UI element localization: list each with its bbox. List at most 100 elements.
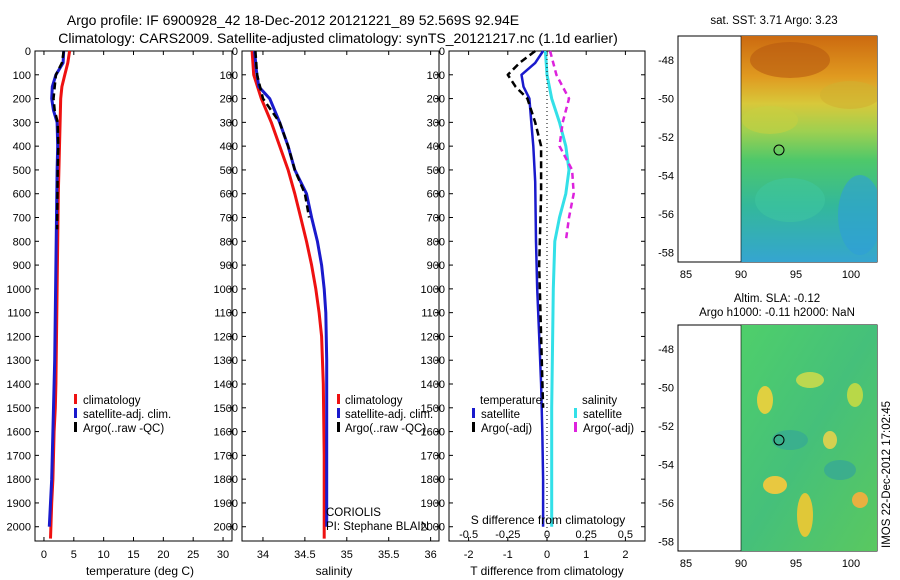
map-lat-label: -50 xyxy=(658,94,674,106)
depth-tick-label: 1600 xyxy=(7,427,31,439)
title-line-1: Argo profile: IF 6900928_42 18-Dec-2012 … xyxy=(67,12,519,28)
depth-tick-label: 2000 xyxy=(421,522,445,534)
legend-swatch-sal-satellite xyxy=(574,408,577,418)
legend-label-argo: Argo(..raw -QC) xyxy=(345,423,426,435)
legend-label-climatology: climatology xyxy=(345,395,403,407)
axis-ticks: 0100200300400500600700800900100011001200… xyxy=(7,46,861,570)
series-line-argo-raw-qc- xyxy=(254,50,311,218)
x-tick-label: -1 xyxy=(503,549,513,561)
map-lat-label: -56 xyxy=(658,209,674,221)
depth-tick-label: 1300 xyxy=(214,355,238,367)
series-line-argo-raw-qc- xyxy=(52,50,65,230)
legend-swatch-climatology xyxy=(337,394,340,404)
legend-temp-title: temperature xyxy=(480,395,542,407)
s-diff-tick-label: 0.25 xyxy=(575,529,596,541)
s-diff-tick-label: 0.5 xyxy=(618,529,633,541)
depth-tick-label: 600 xyxy=(427,189,445,201)
depth-tick-label: 1800 xyxy=(7,474,31,486)
legend-label-temp-satellite: satellite xyxy=(481,409,520,421)
data-centre-note: CORIOLIS xyxy=(326,507,381,519)
depth-tick-label: 800 xyxy=(427,236,445,248)
depth-tick-label: 300 xyxy=(13,117,31,129)
s-diff-tick-label: -0.25 xyxy=(495,529,520,541)
depth-tick-label: 400 xyxy=(220,141,238,153)
depth-tick-label: 1300 xyxy=(421,355,445,367)
map-lat-label: -48 xyxy=(658,344,674,356)
pi-note: PI: Stephane BLAIN xyxy=(326,521,429,533)
depth-tick-label: 1300 xyxy=(7,355,31,367)
depth-tick-label: 1700 xyxy=(7,450,31,462)
legend-label-sal-satellite: satellite xyxy=(583,409,622,421)
depth-tick-label: 800 xyxy=(220,236,238,248)
legend-swatch-climatology xyxy=(74,394,77,404)
argo-position-marker xyxy=(773,144,785,156)
x-tick-label: 1 xyxy=(583,549,589,561)
difference-xlabel: T difference from climatology xyxy=(470,564,624,578)
depth-tick-label: 200 xyxy=(13,94,31,106)
map-lon-label: 95 xyxy=(790,269,802,281)
depth-tick-label: 1200 xyxy=(214,331,238,343)
map-lat-label: -54 xyxy=(658,171,674,183)
depth-tick-label: 1400 xyxy=(421,379,445,391)
depth-tick-label: 0 xyxy=(232,46,238,58)
depth-tick-label: 100 xyxy=(13,70,31,82)
legend-swatch-temp-satellite xyxy=(472,408,475,418)
depth-tick-label: 600 xyxy=(13,189,31,201)
depth-tick-label: 1800 xyxy=(421,474,445,486)
depth-tick-label: 1600 xyxy=(214,427,238,439)
legend-swatch-satellite xyxy=(74,408,77,418)
map-lon-label: 85 xyxy=(680,269,692,281)
legend-swatch-argo xyxy=(337,422,340,432)
x-tick-label: 2 xyxy=(622,549,628,561)
map-lat-label: -50 xyxy=(658,383,674,395)
x-tick-label: 20 xyxy=(157,549,169,561)
depth-tick-label: 200 xyxy=(220,94,238,106)
depth-tick-label: 200 xyxy=(427,94,445,106)
depth-tick-label: 2000 xyxy=(7,522,31,534)
argo-position-marker xyxy=(773,434,785,446)
legend-label-satellite: satellite-adj. clim. xyxy=(83,409,171,421)
x-tick-label: 34.5 xyxy=(294,549,315,561)
x-tick-label: 30 xyxy=(217,549,229,561)
map-lon-label: 100 xyxy=(842,269,860,281)
depth-tick-label: 1400 xyxy=(214,379,238,391)
legend-label-temp-argo: Argo(-adj) xyxy=(481,423,532,435)
depth-tick-label: 100 xyxy=(220,70,238,82)
series-line-satellite-adj-clim- xyxy=(253,50,329,527)
map-lat-label: -58 xyxy=(658,537,674,549)
legend-sal-title: salinity xyxy=(582,395,617,407)
depth-tick-label: 1500 xyxy=(214,403,238,415)
depth-tick-label: 1100 xyxy=(421,308,445,320)
sla-map: Altim. SLA: -0.12 Argo h1000: -0.11 h200… xyxy=(677,293,878,552)
depth-tick-label: 1000 xyxy=(7,284,31,296)
legend-label-sal-argo: Argo(-adj) xyxy=(583,423,634,435)
depth-tick-label: 1900 xyxy=(214,498,238,510)
depth-tick-label: 400 xyxy=(13,141,31,153)
depth-tick-label: 300 xyxy=(220,117,238,129)
temperature-legend: climatology satellite-adj. clim. Argo(..… xyxy=(74,394,171,435)
legend-swatch-argo xyxy=(74,422,77,432)
depth-tick-label: 1900 xyxy=(421,498,445,510)
legend-label-satellite: satellite-adj. clim. xyxy=(345,409,433,421)
sla-map-title-line-2: Argo h1000: -0.11 h2000: NaN xyxy=(699,307,855,319)
x-tick-label: -2 xyxy=(464,549,474,561)
legend-label-climatology: climatology xyxy=(83,395,141,407)
map-lon-label: 90 xyxy=(735,558,747,570)
depth-tick-label: 1400 xyxy=(7,379,31,391)
x-tick-label: 25 xyxy=(187,549,199,561)
depth-tick-label: 600 xyxy=(220,189,238,201)
depth-tick-label: 1500 xyxy=(421,403,445,415)
depth-tick-label: 0 xyxy=(25,46,31,58)
depth-tick-label: 1000 xyxy=(214,284,238,296)
salinity-xlabel: salinity xyxy=(316,564,353,578)
x-tick-label: 35 xyxy=(341,549,353,561)
depth-tick-label: 900 xyxy=(220,260,238,272)
map-lat-label: -58 xyxy=(658,248,674,260)
title-line-2: Climatology: CARS2009. Satellite-adjuste… xyxy=(58,30,618,46)
map-lat-label: -52 xyxy=(658,421,674,433)
depth-tick-label: 1100 xyxy=(7,308,31,320)
difference-top-label: S difference from climatology xyxy=(471,513,626,527)
depth-tick-label: 700 xyxy=(427,213,445,225)
temperature-panel-frame xyxy=(34,50,233,542)
